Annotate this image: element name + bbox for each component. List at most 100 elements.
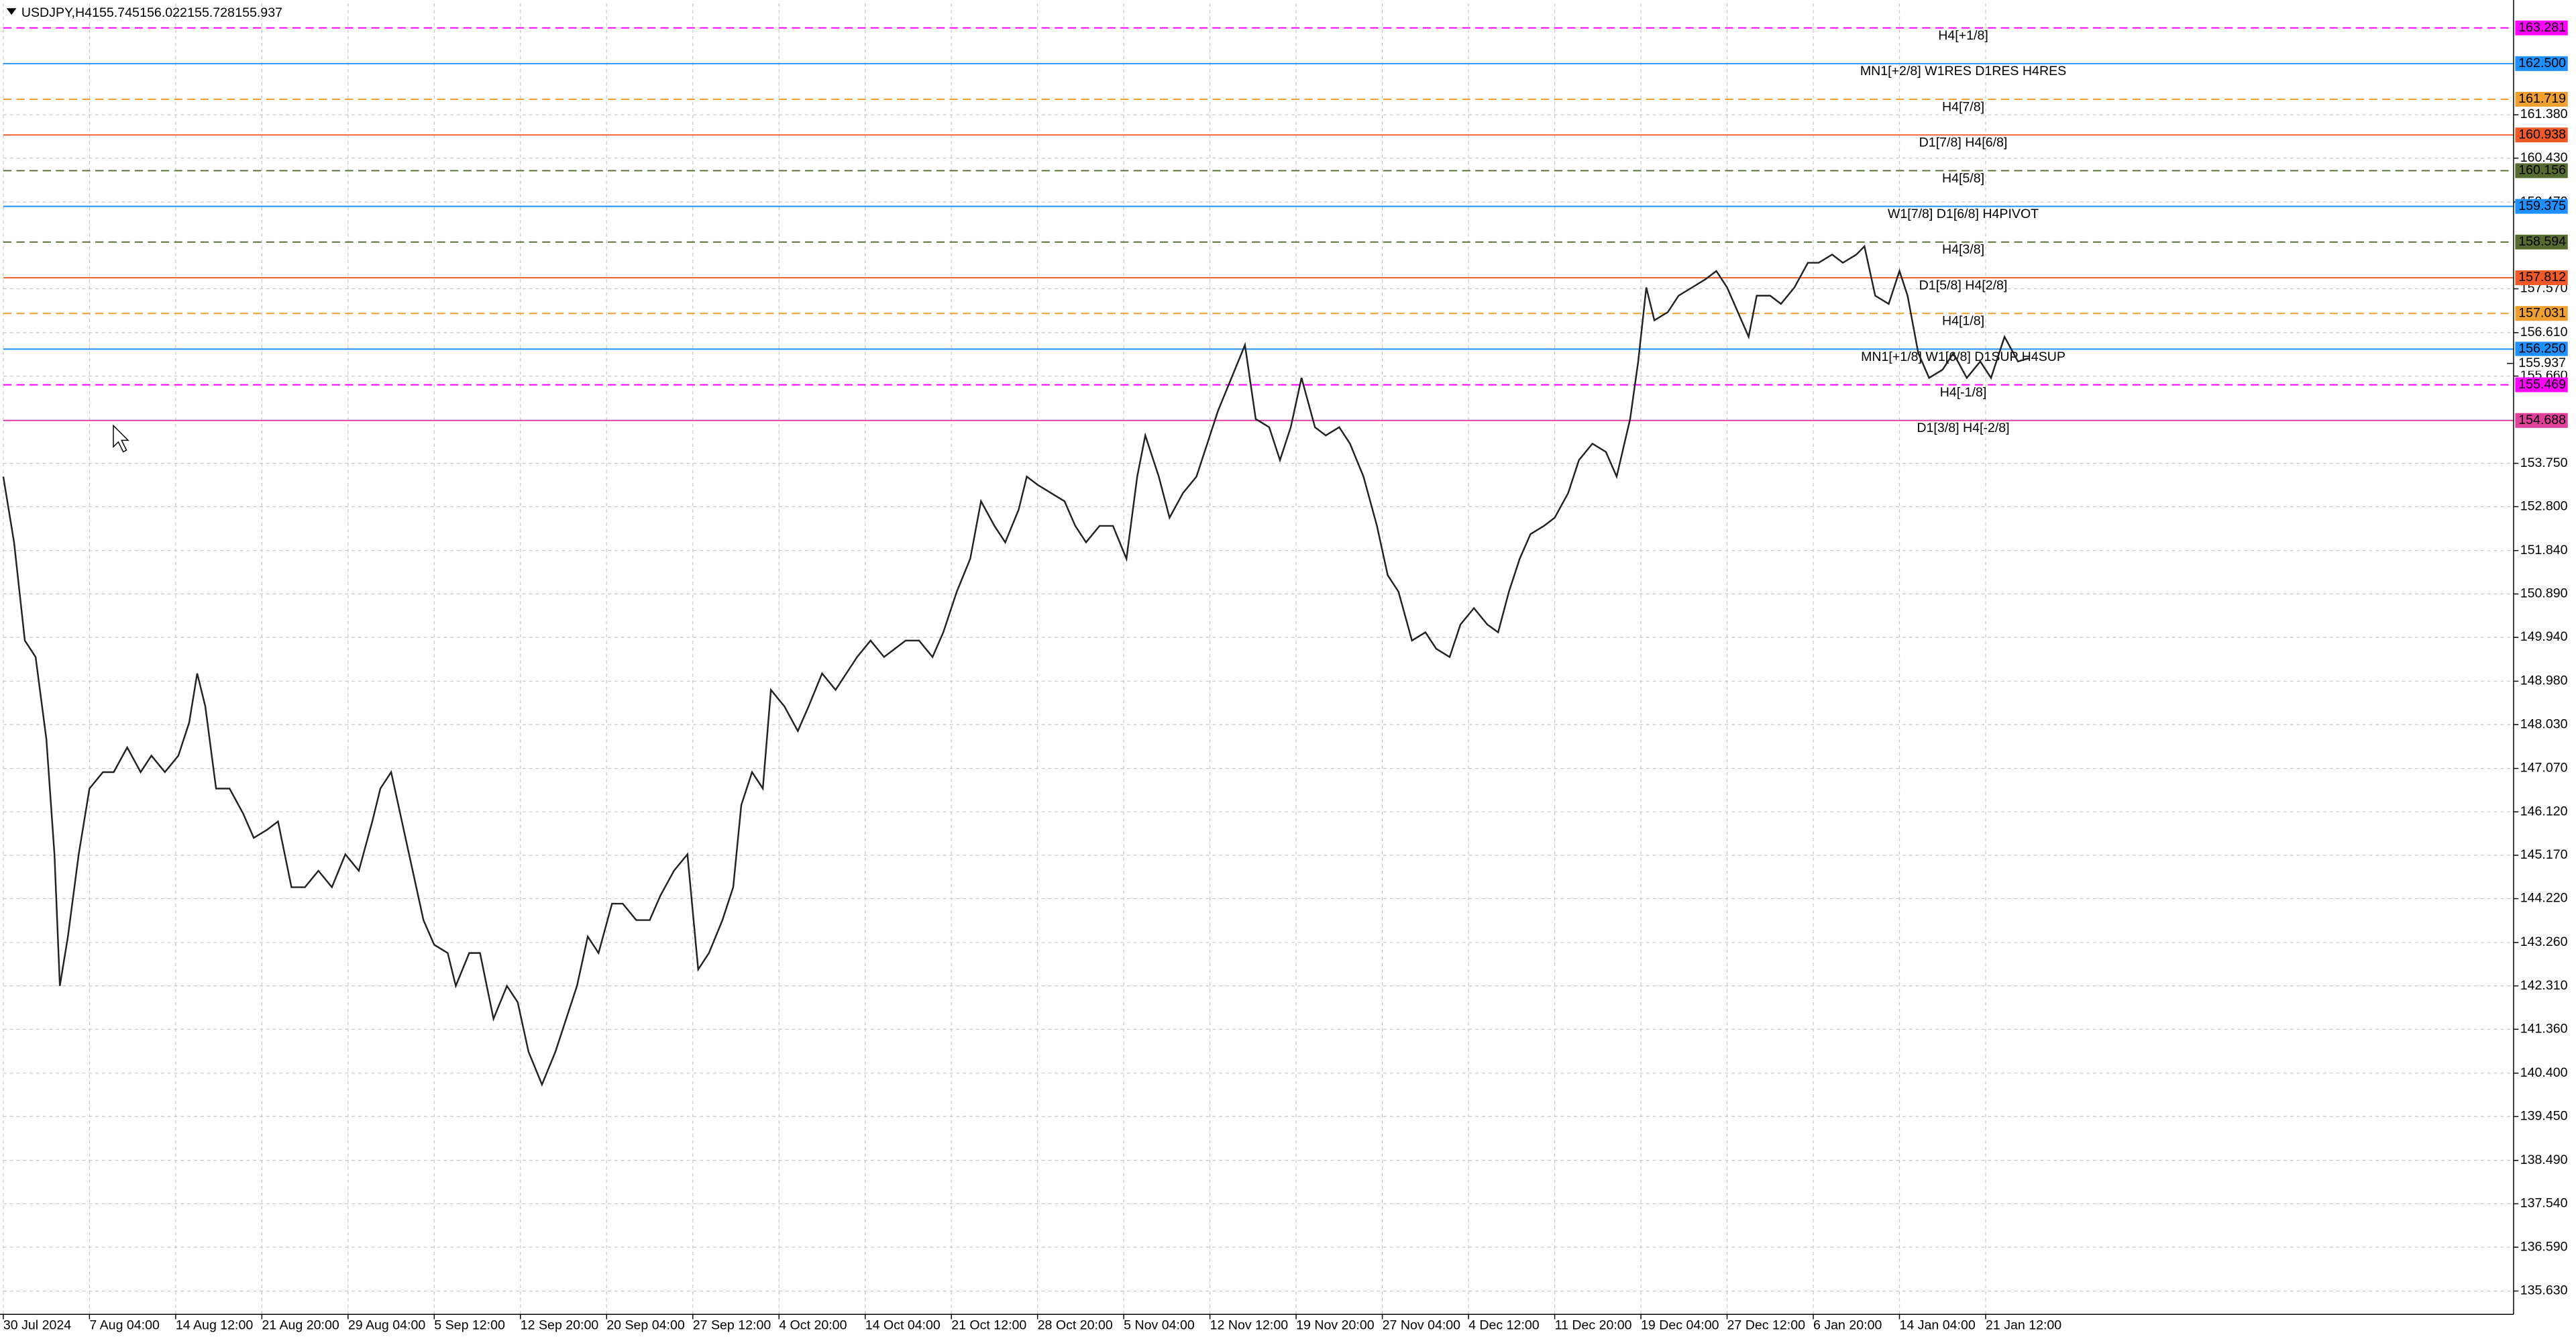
y-tick-label: 136.590 [2520, 1239, 2568, 1254]
price-tag-label: 156.250 [2518, 341, 2566, 356]
price-tag-label: 155.469 [2518, 377, 2566, 392]
level-name: W1[7/8] D1[6/8] H4PIVOT [1888, 207, 2039, 221]
x-tick-label: 14 Oct 04:00 [865, 1318, 941, 1333]
current-price-label: 155.937 [2518, 356, 2566, 370]
price-tag-label: 160.938 [2518, 127, 2566, 142]
level-name: H4[+1/8] [1938, 28, 1988, 43]
price-tag-label: 158.594 [2518, 234, 2566, 249]
y-tick-label: 150.890 [2520, 586, 2568, 601]
y-tick-label: 143.260 [2520, 934, 2568, 949]
price-tag-label: 157.031 [2518, 305, 2566, 320]
x-tick-label: 21 Jan 12:00 [1986, 1318, 2061, 1333]
price-tag-label: 154.688 [2518, 413, 2566, 427]
x-tick-label: 21 Oct 12:00 [951, 1318, 1026, 1333]
price-tag [2515, 20, 2568, 36]
y-tick-label: 151.840 [2520, 543, 2568, 557]
x-tick-label: 5 Sep 12:00 [434, 1318, 505, 1333]
y-tick-label: 139.450 [2520, 1109, 2568, 1124]
x-tick-label: 30 Jul 2024 [3, 1318, 71, 1333]
price-tag [2515, 341, 2568, 357]
x-tick-label: 27 Nov 04:00 [1383, 1318, 1461, 1333]
y-tick-label: 148.030 [2520, 716, 2568, 731]
price-tag [2515, 413, 2568, 428]
header-arrow [6, 8, 17, 15]
y-tick-label: 153.750 [2520, 456, 2568, 470]
x-tick-label: 14 Jan 04:00 [1900, 1318, 1976, 1333]
y-tick-label: 148.980 [2520, 674, 2568, 688]
level-name: H4[1/8] [1942, 314, 1984, 329]
x-tick-label: 12 Sep 20:00 [521, 1318, 599, 1333]
close: 155.937 [235, 5, 282, 20]
x-tick-label: 14 Aug 12:00 [176, 1318, 254, 1333]
price-tag [2515, 91, 2568, 107]
open: 155.745 [92, 5, 140, 20]
y-tick-label: 149.940 [2520, 629, 2568, 644]
symbol: USDJPY,H4 [21, 5, 92, 20]
x-tick-label: 11 Dec 20:00 [1555, 1318, 1632, 1333]
level-name: D1[5/8] H4[2/8] [1919, 278, 2008, 292]
price-tag-label: 161.719 [2518, 91, 2566, 106]
level-name: D1[7/8] H4[6/8] [1919, 136, 2008, 150]
price-tag [2515, 306, 2568, 321]
current-price-tag [2515, 356, 2568, 371]
x-tick-label: 6 Jan 20:00 [1813, 1318, 1882, 1333]
x-tick-label: 21 Aug 20:00 [262, 1318, 339, 1333]
x-tick-label: 4 Oct 20:00 [779, 1318, 847, 1333]
x-tick-label: 5 Nov 04:00 [1124, 1318, 1195, 1333]
price-tag [2515, 56, 2568, 71]
level-name: D1[3/8] H4[-2/8] [1917, 421, 2009, 435]
y-tick-label: 146.120 [2520, 804, 2568, 818]
level-name: H4[7/8] [1942, 99, 1984, 114]
level-name: MN1[+2/8] W1RES D1RES H4RES [1860, 64, 2066, 78]
level-name: H4[3/8] [1942, 242, 1984, 257]
price-tag [2515, 377, 2568, 392]
y-tick-label: 160.430 [2520, 150, 2568, 165]
y-tick-label: 137.540 [2520, 1196, 2568, 1211]
x-tick-label: 12 Nov 12:00 [1210, 1318, 1289, 1333]
high: 156.022 [140, 5, 187, 20]
header: USDJPY,H4 155.745 156.022 155.728 155.93… [6, 5, 282, 20]
price-tag [2515, 270, 2568, 286]
x-tick-label: 19 Dec 04:00 [1641, 1318, 1719, 1333]
y-tick-label: 156.610 [2520, 325, 2568, 339]
y-tick-label: 138.490 [2520, 1153, 2568, 1167]
price-tag [2515, 163, 2568, 178]
mouse-cursor [113, 424, 129, 453]
y-tick-label: 135.630 [2520, 1283, 2568, 1298]
x-tick-label: 4 Dec 12:00 [1468, 1318, 1540, 1333]
x-tick-label: 7 Aug 04:00 [89, 1318, 160, 1333]
y-tick-label: 141.360 [2520, 1021, 2568, 1036]
y-tick-label: 145.170 [2520, 847, 2568, 862]
price-tag-label: 157.812 [2518, 270, 2566, 284]
price-tag-label: 159.375 [2518, 199, 2566, 213]
y-tick-label: 142.310 [2520, 978, 2568, 993]
price-tag [2515, 127, 2568, 143]
price-tag [2515, 234, 2568, 250]
price-tag-label: 162.500 [2518, 56, 2566, 70]
level-name: H4[5/8] [1942, 171, 1984, 186]
price-tag [2515, 199, 2568, 214]
price-line [2, 244, 2029, 1087]
y-tick-label: 140.400 [2520, 1065, 2568, 1080]
level-name: H4[-1/8] [1940, 385, 1987, 400]
x-tick-label: 29 Aug 04:00 [348, 1318, 426, 1333]
low: 155.728 [187, 5, 235, 20]
x-tick-label: 27 Dec 12:00 [1727, 1318, 1806, 1333]
x-tick-label: 20 Sep 04:00 [606, 1318, 685, 1333]
x-tick-label: 28 Oct 20:00 [1038, 1318, 1113, 1333]
y-tick-label: 161.380 [2520, 107, 2568, 121]
y-tick-label: 147.070 [2520, 761, 2568, 775]
y-tick-label: 152.800 [2520, 499, 2568, 514]
plot [2, 244, 2029, 1087]
x-tick-label: 27 Sep 12:00 [693, 1318, 771, 1333]
grid [3, 3, 2514, 1315]
level-name: MN1[+1/8] W1[6/8] D1SUP H4SUP [1861, 350, 2065, 364]
x-tick-label: 19 Nov 20:00 [1296, 1318, 1375, 1333]
y-tick-label: 144.220 [2520, 891, 2568, 906]
price-tag-label: 163.281 [2518, 20, 2566, 35]
price-tag-label: 160.156 [2518, 163, 2566, 178]
